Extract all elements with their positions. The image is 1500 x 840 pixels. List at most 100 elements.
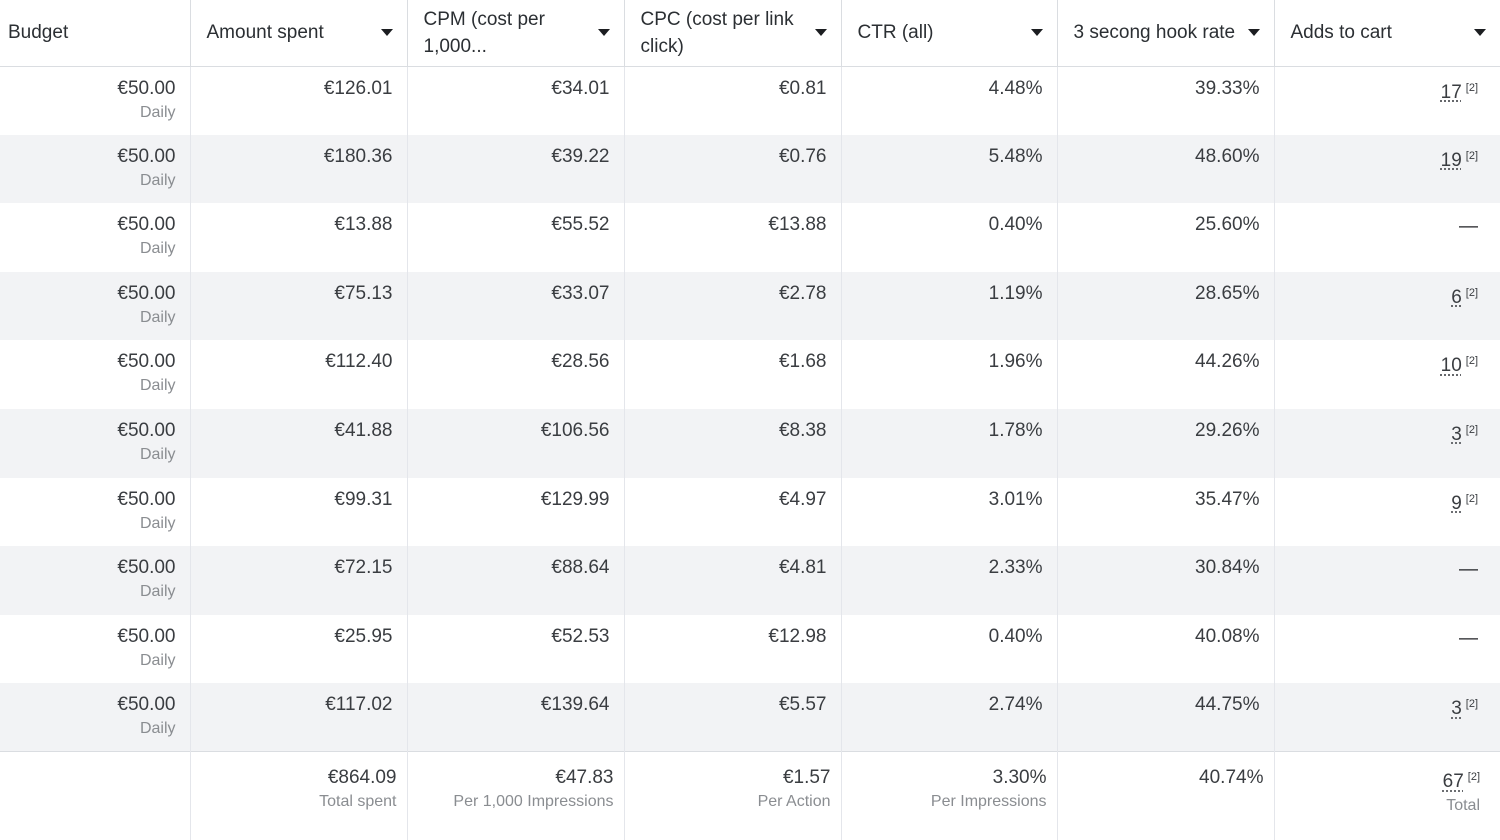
table-row[interactable]: €50.00 Daily €72.15 €88.64 €4.81 2.33% 30… — [0, 546, 1500, 615]
amount-spent-cell: €75.13 — [190, 271, 408, 341]
table-row[interactable]: €50.00 Daily €112.40 €28.56 €1.68 1.96% 4… — [0, 340, 1500, 409]
cpc-cell: €4.81 — [624, 546, 842, 615]
budget-value: €50.00 — [117, 694, 176, 716]
adds-to-cart-cell: 3 [2] — [1274, 408, 1500, 478]
caret-down-icon[interactable] — [1474, 29, 1486, 37]
budget-value: €50.00 — [117, 351, 176, 373]
cpc-cell: €0.76 — [624, 134, 842, 204]
hook-rate-cell: 28.65% — [1057, 271, 1275, 341]
cpc-cell: €12.98 — [624, 614, 842, 684]
adds-to-cart-value[interactable]: 3 — [1451, 423, 1462, 445]
caret-down-icon[interactable] — [814, 29, 827, 37]
cpm-cell: €139.64 — [407, 683, 625, 752]
totals-hook-rate-value: 40.74% — [1199, 767, 1264, 789]
cpm-cell: €28.56 — [407, 340, 625, 409]
totals-cpc-cell: €1.57 Per Action — [624, 751, 842, 840]
column-header-label: 3 secong hook rate — [1073, 22, 1236, 44]
budget-cell: €50.00 Daily — [0, 134, 191, 204]
totals-adds-to-cart-value[interactable]: 67 — [1442, 771, 1464, 793]
caret-down-icon[interactable] — [380, 29, 393, 37]
hook-rate-cell: 35.47% — [1057, 477, 1275, 547]
amount-spent-cell: €13.88 — [190, 203, 408, 272]
adds-to-cart-value[interactable]: 19 — [1440, 149, 1462, 171]
totals-amount-spent-value: €864.09 — [327, 767, 397, 789]
budget-period: Daily — [139, 514, 176, 532]
totals-ctr-value: 3.30% — [992, 767, 1047, 789]
budget-cell: €50.00 Daily — [0, 203, 191, 272]
table-row[interactable]: €50.00 Daily €25.95 €52.53 €12.98 0.40% 4… — [0, 614, 1500, 684]
adds-to-cart-cell: — — [1274, 615, 1500, 684]
table-row[interactable]: €50.00 Daily €41.88 €106.56 €8.38 1.78% 2… — [0, 408, 1500, 478]
column-header-adds-to-cart[interactable]: Adds to cart — [1274, 0, 1500, 67]
column-header-hook-rate[interactable]: 3 secong hook rate — [1057, 0, 1275, 67]
column-header-label: CPC (cost per link click) — [640, 8, 794, 57]
adds-to-cart-cell: — — [1274, 546, 1500, 615]
column-header-budget[interactable]: Budget — [0, 0, 191, 67]
budget-cell: €50.00 Daily — [0, 546, 191, 615]
totals-amount-spent-label: Total spent — [319, 793, 397, 811]
table-row[interactable]: €50.00 Daily €126.01 €34.01 €0.81 4.48% 3… — [0, 66, 1500, 135]
adds-to-cart-cell: 6 [2] — [1274, 271, 1500, 341]
totals-cpm-cell: €47.83 Per 1,000 Impressions — [407, 751, 625, 840]
column-header-label: CPM (cost per 1,000... — [423, 8, 545, 57]
cpc-cell: €0.81 — [624, 66, 842, 135]
budget-value: €50.00 — [117, 282, 176, 304]
attribution-note: [2] — [1465, 81, 1478, 94]
budget-period: Daily — [139, 651, 176, 669]
hook-rate-cell: 29.26% — [1057, 408, 1275, 478]
column-header-cpm[interactable]: CPM (cost per 1,000... — [407, 0, 625, 67]
totals-adds-to-cart-cell: 67 [2] Total — [1274, 751, 1500, 840]
column-header-label: Adds to cart — [1290, 22, 1392, 44]
attribution-note: [2] — [1465, 149, 1478, 162]
adds-to-cart-cell: 9 [2] — [1274, 478, 1500, 547]
ctr-cell: 2.33% — [841, 546, 1058, 615]
adds-to-cart-value: — — [1459, 559, 1478, 581]
ctr-cell: 1.96% — [841, 340, 1058, 409]
budget-period: Daily — [139, 308, 176, 326]
table-row[interactable]: €50.00 Daily €13.88 €55.52 €13.88 0.40% 2… — [0, 203, 1500, 272]
amount-spent-cell: €117.02 — [190, 683, 408, 752]
budget-value: €50.00 — [117, 145, 176, 167]
column-header-label: Budget — [8, 22, 69, 44]
hook-rate-cell: 44.75% — [1057, 683, 1275, 752]
budget-cell: €50.00 Daily — [0, 340, 191, 409]
caret-down-icon[interactable] — [1030, 29, 1043, 37]
totals-budget-cell — [0, 751, 191, 840]
ctr-cell: 2.74% — [841, 683, 1058, 752]
budget-cell: €50.00 Daily — [0, 614, 191, 684]
column-header-amount-spent[interactable]: Amount spent — [190, 0, 408, 67]
caret-down-icon[interactable] — [597, 29, 610, 37]
caret-down-icon[interactable] — [1247, 29, 1260, 37]
cpm-cell: €129.99 — [407, 477, 625, 547]
adds-to-cart-value[interactable]: 10 — [1440, 355, 1462, 377]
adds-to-cart-value[interactable]: 17 — [1440, 81, 1462, 103]
amount-spent-cell: €99.31 — [190, 477, 408, 547]
totals-row-group: €864.09 Total spent €47.83 Per 1,000 Impre… — [0, 751, 1500, 840]
adds-to-cart-value[interactable]: 3 — [1451, 698, 1462, 720]
adds-to-cart-value[interactable]: 9 — [1451, 492, 1462, 514]
adds-to-cart-value[interactable]: 6 — [1451, 286, 1462, 308]
budget-cell: €50.00 Daily — [0, 408, 191, 478]
totals-cpm-label: Per 1,000 Impressions — [453, 793, 614, 811]
ctr-cell: 5.48% — [841, 134, 1058, 204]
budget-value: €50.00 — [117, 488, 176, 510]
table-row[interactable]: €50.00 Daily €117.02 €139.64 €5.57 2.74% … — [0, 683, 1500, 752]
ctr-cell: 0.40% — [841, 203, 1058, 272]
table-row[interactable]: €50.00 Daily €99.31 €129.99 €4.97 3.01% 3… — [0, 477, 1500, 547]
totals-ctr-cell: 3.30% Per Impressions — [841, 751, 1058, 840]
amount-spent-cell: €180.36 — [190, 134, 408, 204]
table-row[interactable]: €50.00 Daily €75.13 €33.07 €2.78 1.19% 28… — [0, 271, 1500, 341]
totals-cpm-value: €47.83 — [555, 767, 614, 789]
amount-spent-cell: €112.40 — [190, 340, 408, 409]
amount-spent-cell: €72.15 — [190, 546, 408, 615]
table-row[interactable]: €50.00 Daily €180.36 €39.22 €0.76 5.48% 4… — [0, 134, 1500, 204]
attribution-note: [2] — [1465, 423, 1478, 436]
table-body: €50.00 Daily €126.01 €34.01 €0.81 4.48% 3… — [0, 66, 1500, 752]
column-header-ctr[interactable]: CTR (all) — [841, 0, 1058, 67]
column-header-cpc[interactable]: CPC (cost per link click) — [624, 0, 842, 67]
adds-to-cart-cell: 17 [2] — [1274, 66, 1500, 135]
amount-spent-cell: €25.95 — [190, 614, 408, 684]
cpc-cell: €4.97 — [624, 477, 842, 547]
adds-to-cart-cell: 19 [2] — [1274, 134, 1500, 204]
budget-period: Daily — [139, 445, 176, 463]
